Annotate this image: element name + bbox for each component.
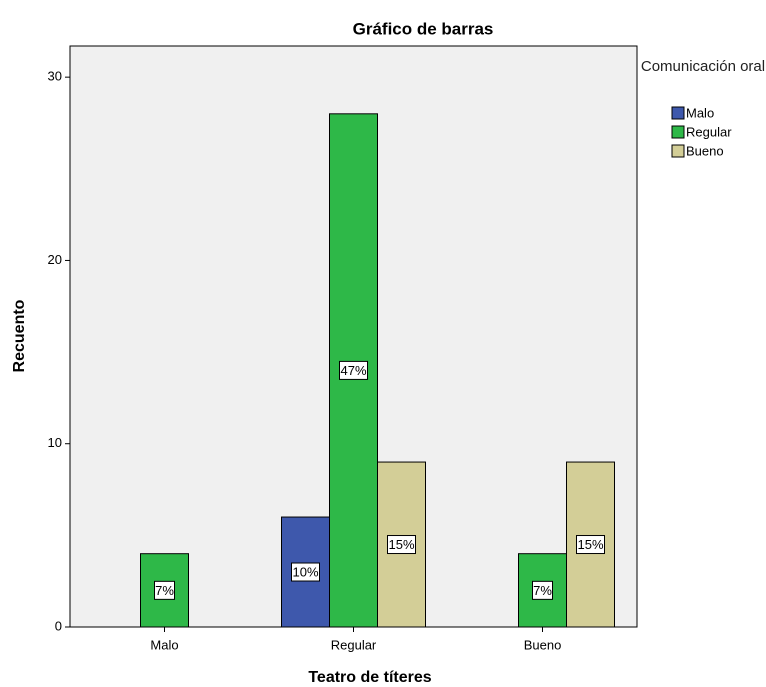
value-label-box [339, 360, 368, 380]
value-label: 47% [340, 363, 366, 378]
legend-title: Comunicación oral [640, 58, 766, 75]
y-axis-label: Recuento [11, 299, 28, 372]
legend-label: Bueno [686, 143, 724, 158]
y-tick-label: 10 [48, 435, 62, 450]
chart-title: Gráfico de barras [353, 19, 494, 38]
x-tick-label: Bueno [524, 637, 562, 652]
value-label: 10% [292, 564, 318, 579]
y-tick-label: 0 [55, 618, 62, 633]
y-tick-label: 30 [48, 69, 62, 84]
value-label: 15% [577, 537, 603, 552]
y-tick-label: 20 [48, 252, 62, 267]
value-label-box [291, 562, 320, 582]
value-label-box [154, 580, 175, 600]
value-label-box [576, 535, 605, 555]
legend-swatch [671, 106, 685, 120]
value-label: 7% [155, 583, 174, 598]
x-axis-label: Teatro de títeres [308, 669, 431, 686]
legend-label: Regular [686, 124, 732, 139]
legend-swatch [671, 125, 685, 139]
x-tick-label: Regular [331, 637, 377, 652]
value-label-box [532, 580, 553, 600]
legend-swatch [671, 144, 685, 158]
value-label: 7% [533, 583, 552, 598]
legend-label: Malo [686, 105, 714, 120]
value-label: 15% [388, 537, 414, 552]
value-label-box [387, 535, 416, 555]
x-tick-label: Malo [150, 637, 178, 652]
